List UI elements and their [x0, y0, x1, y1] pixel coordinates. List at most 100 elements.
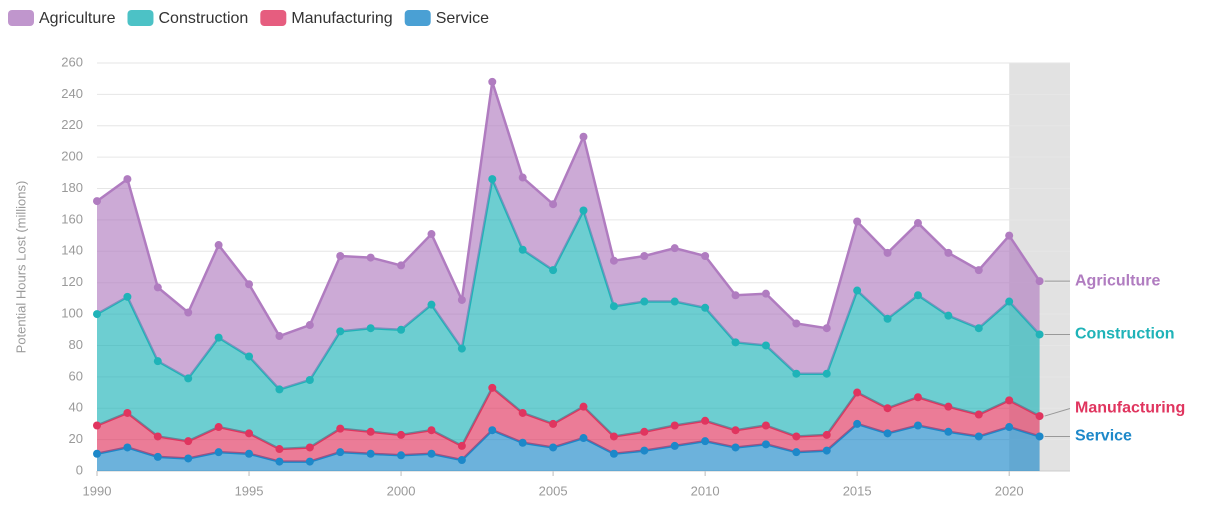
point [1005, 423, 1014, 432]
point [427, 449, 436, 458]
x-tick-label: 1995 [235, 483, 264, 498]
point [214, 241, 223, 250]
point [913, 421, 922, 430]
point [822, 369, 831, 378]
point [974, 410, 983, 419]
point [853, 217, 862, 226]
point [944, 311, 953, 320]
point [488, 175, 497, 184]
point [944, 248, 953, 257]
legend-label: Service [436, 10, 489, 27]
area [97, 423, 1040, 471]
point [518, 245, 527, 254]
point [731, 426, 740, 435]
point [640, 427, 649, 436]
point [944, 402, 953, 411]
point [549, 419, 558, 428]
point [701, 437, 710, 446]
point [457, 344, 466, 353]
series-end-label: Service [1075, 428, 1132, 445]
point [731, 443, 740, 452]
y-tick-label: 0 [76, 462, 83, 477]
point [366, 324, 375, 333]
series-end-label: Manufacturing [1075, 400, 1185, 417]
point [731, 338, 740, 347]
area-line [96, 81, 1041, 338]
point [93, 449, 101, 458]
point [701, 303, 710, 312]
x-tick-label: 2010 [691, 483, 720, 498]
point [944, 427, 953, 436]
point [123, 175, 132, 184]
point [427, 426, 436, 435]
point [853, 419, 862, 428]
point [853, 388, 862, 397]
point [488, 383, 497, 392]
point [640, 446, 649, 455]
y-tick-label: 140 [61, 243, 83, 258]
point [1035, 432, 1044, 441]
series-end-label: Construction [1075, 326, 1175, 343]
point [245, 429, 254, 438]
point [913, 291, 922, 300]
point [761, 440, 770, 449]
point [336, 424, 345, 433]
point [1035, 277, 1044, 286]
point [792, 448, 801, 457]
point [245, 352, 254, 361]
point [883, 314, 892, 323]
point [518, 173, 527, 182]
point [579, 206, 588, 215]
point [761, 289, 770, 298]
point [123, 292, 132, 301]
point [701, 416, 710, 425]
point [853, 286, 862, 295]
point [153, 452, 162, 461]
point [549, 200, 558, 209]
point [1035, 330, 1044, 339]
point [609, 449, 618, 458]
area [97, 179, 1040, 450]
x-tick-label: 2015 [843, 483, 872, 498]
point [518, 438, 527, 447]
point [214, 448, 223, 457]
y-tick-label: 220 [61, 117, 83, 132]
point [123, 443, 132, 452]
point [761, 421, 770, 430]
point [397, 261, 406, 270]
point [305, 321, 314, 330]
label-connector [1044, 407, 1071, 417]
point [883, 404, 892, 413]
legend-swatch [127, 10, 154, 26]
point [1005, 231, 1014, 240]
point [457, 456, 466, 465]
point [457, 295, 466, 304]
legend-label: Manufacturing [291, 10, 392, 27]
point [457, 441, 466, 450]
point [883, 248, 892, 257]
point [93, 421, 101, 430]
point [305, 457, 314, 466]
point [427, 230, 436, 239]
x-tick-label: 2000 [387, 483, 416, 498]
point [670, 297, 679, 306]
point [153, 432, 162, 441]
point [427, 300, 436, 309]
legend-swatch [260, 10, 287, 26]
point [640, 297, 649, 306]
point [670, 421, 679, 430]
point [731, 291, 740, 300]
point [609, 432, 618, 441]
point [974, 324, 983, 333]
y-tick-label: 200 [61, 149, 83, 164]
point [913, 219, 922, 228]
point [93, 197, 101, 206]
point [1005, 297, 1014, 306]
point [336, 252, 345, 261]
y-tick-label: 240 [61, 86, 83, 101]
point [883, 429, 892, 438]
y-tick-label: 180 [61, 180, 83, 195]
point [488, 77, 497, 86]
point [214, 333, 223, 342]
legend-swatch [8, 10, 34, 26]
